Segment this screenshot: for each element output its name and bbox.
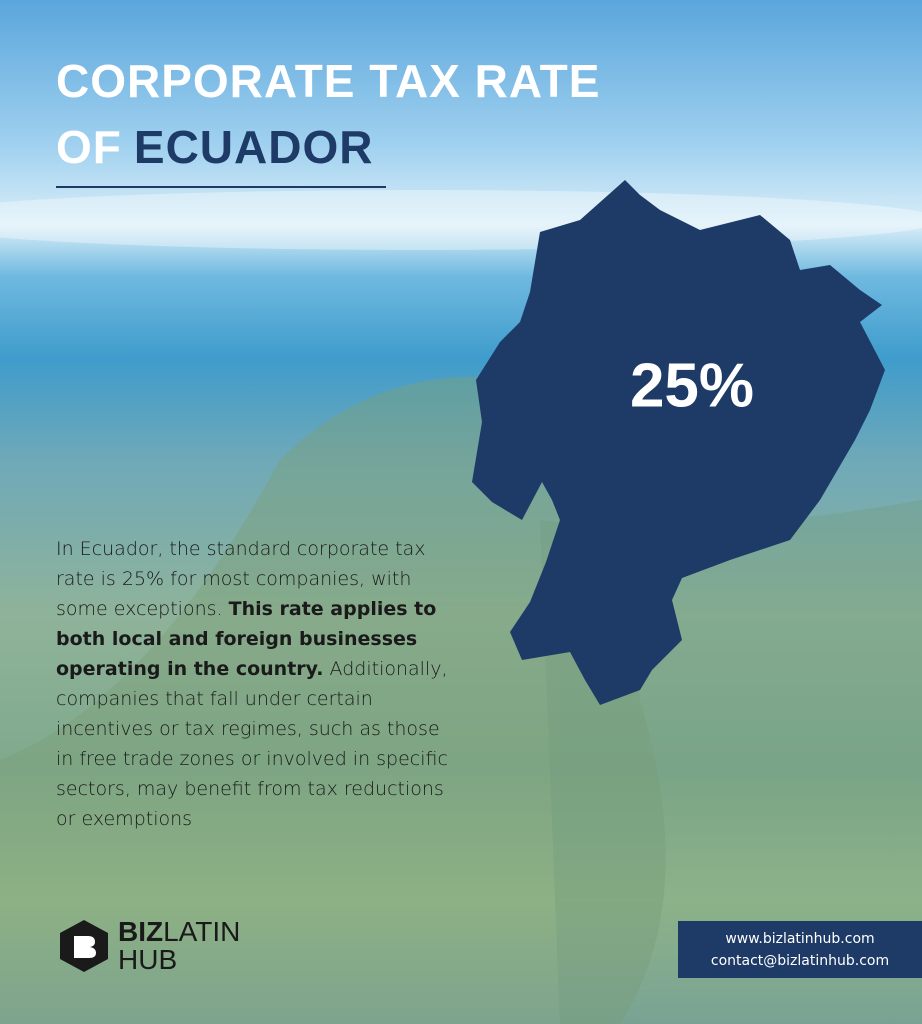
title-prefix: OF [56, 121, 122, 173]
contact-box: www.bizlatinhub.com contact@bizlatinhub.… [678, 921, 922, 978]
logo: BIZLATIN HUB [58, 918, 240, 974]
title-rule [56, 186, 386, 188]
logo-bold: BIZ [118, 916, 164, 947]
logo-text: BIZLATIN HUB [118, 918, 240, 974]
text: 25% for most companies, with some except… [56, 568, 412, 620]
title: CORPORATE TAX RATE OF ECUADOR [56, 48, 600, 180]
tax-rate: 25% [630, 351, 754, 420]
title-highlight: ECUADOR [133, 121, 374, 173]
ecuador-map [472, 180, 885, 705]
logo-icon [60, 920, 108, 972]
website[interactable]: www.bizlatinhub.com [725, 930, 875, 947]
logo-line2: HUB [118, 944, 178, 975]
description: In Ecuador, the standard corporate tax r… [56, 534, 456, 834]
logo-light: LATIN [163, 916, 241, 947]
title-line: CORPORATE TAX RATE [56, 55, 601, 107]
bold-text: This rate applies to both local and fore… [56, 598, 437, 680]
text: In Ecuador, the standard corporate tax r… [56, 538, 426, 590]
email[interactable]: contact@bizlatinhub.com [710, 952, 890, 969]
text: Additionally, companies that fall under … [56, 658, 448, 830]
